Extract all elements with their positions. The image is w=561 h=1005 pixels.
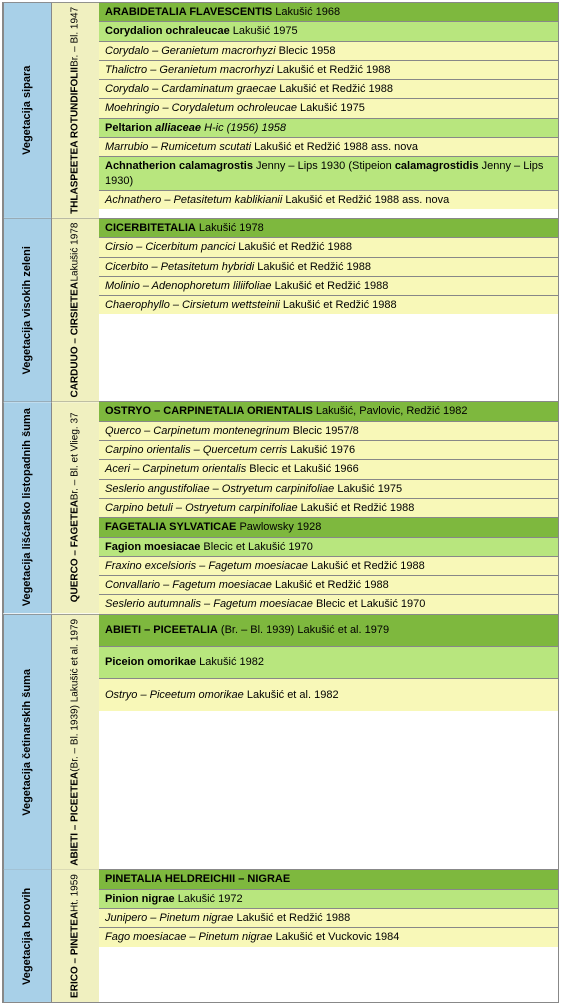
vegetation-category: Vegetacija četinarskih šuma: [3, 615, 51, 870]
taxon-row: Seslerio angustifoliae – Ostryetum carpi…: [99, 480, 558, 499]
taxon-row: FAGETALIA SYLVATICAE Pawlowsky 1928: [99, 518, 558, 537]
taxon-row: Fagion moesiacae Blecic et Lakušić 1970: [99, 538, 558, 557]
vegetation-table: Vegetacija siparaTHLASPEETEA ROTUNDIFOLI…: [2, 2, 559, 1003]
taxon-row: Corydalion ochraleucae Lakušić 1975: [99, 22, 558, 41]
taxa-list: OSTRYO – CARPINETALIA ORIENTALIS Lakušić…: [99, 402, 558, 613]
section: Vegetacija borovihERICO – PINETEA Ht. 19…: [3, 870, 558, 1002]
section: Vegetacija lišćarsko listopadnih šumaQUE…: [3, 402, 558, 614]
taxon-row: CICERBITETALIA Lakušić 1978: [99, 219, 558, 238]
section: Vegetacija četinarskih šumaABIETI – PICE…: [3, 615, 558, 871]
taxon-row: Junipero – Pinetum nigrae Lakušić et Red…: [99, 909, 558, 928]
taxon-row: Peltarion alliaceae H-ic (1956) 1958: [99, 119, 558, 138]
taxon-row: Thalictro – Geranietum macrorhyzi Lakuši…: [99, 61, 558, 80]
taxa-list: CICERBITETALIA Lakušić 1978Cirsio – Cice…: [99, 219, 558, 402]
taxon-row: Ostryo – Piceetum omorikae Lakušić et al…: [99, 679, 558, 711]
taxon-row: Piceion omorikae Lakušić 1982: [99, 647, 558, 679]
vegetation-class: ABIETI – PICEETEA (Br. – Bl. 1939) Lakuš…: [51, 615, 99, 870]
taxon-row: PINETALIA HELDREICHII – NIGRAE: [99, 870, 558, 889]
vegetation-class: CARDUUO – CIRSIETEA Lakušić 1978: [51, 219, 99, 402]
taxon-row: ARABIDETALIA FLAVESCENTIS Lakušić 1968: [99, 3, 558, 22]
taxon-row: Achnathero – Petasitetum kablikianii Lak…: [99, 191, 558, 209]
taxon-row: Pinion nigrae Lakušić 1972: [99, 890, 558, 909]
taxon-row: Cicerbito – Petasitetum hybridi Lakušić …: [99, 258, 558, 277]
vegetation-class: THLASPEETEA ROTUNDIFOLII Br. – Bl. 1947: [51, 3, 99, 218]
vegetation-category: Vegetacija visokih zeleni: [3, 219, 51, 402]
taxon-row: Corydalo – Geranietum macrorhyzi Blecic …: [99, 42, 558, 61]
taxon-row: Seslerio autumnalis – Fagetum moesiacae …: [99, 595, 558, 613]
taxa-list: PINETALIA HELDREICHII – NIGRAEPinion nig…: [99, 870, 558, 1002]
vegetation-category: Vegetacija borovih: [3, 870, 51, 1002]
taxa-list: ABIETI – PICEETALIA (Br. – Bl. 1939) Lak…: [99, 615, 558, 870]
taxon-row: Fago moesiacae – Pinetum nigrae Lakušić …: [99, 928, 558, 946]
taxon-row: Carpino orientalis – Quercetum cerris La…: [99, 441, 558, 460]
taxon-row: Cirsio – Cicerbitum pancici Lakušić et R…: [99, 238, 558, 257]
taxon-row: Achnatherion calamagrostis Jenny – Lips …: [99, 157, 558, 191]
taxon-row: Aceri – Carpinetum orientalis Blecic et …: [99, 460, 558, 479]
taxon-row: Fraxino excelsioris – Fagetum moesiacae …: [99, 557, 558, 576]
taxon-row: Marrubio – Rumicetum scutati Lakušić et …: [99, 138, 558, 157]
vegetation-class: ERICO – PINETEA Ht. 1959: [51, 870, 99, 1002]
taxon-row: ABIETI – PICEETALIA (Br. – Bl. 1939) Lak…: [99, 615, 558, 647]
section: Vegetacija visokih zeleniCARDUUO – CIRSI…: [3, 219, 558, 403]
taxon-row: Molinio – Adenophoretum liliifoliae Laku…: [99, 277, 558, 296]
section: Vegetacija siparaTHLASPEETEA ROTUNDIFOLI…: [3, 3, 558, 219]
vegetation-category: Vegetacija sipara: [3, 3, 51, 218]
taxon-row: Corydalo – Cardaminatum graecae Lakušić …: [99, 80, 558, 99]
taxon-row: Querco – Carpinetum montenegrinum Blecic…: [99, 422, 558, 441]
vegetation-class: QUERCO – FAGETEA Br. – Bl. et Vlieg. 37: [51, 402, 99, 613]
taxon-row: Moehringio – Corydaletum ochroleucae Lak…: [99, 99, 558, 118]
taxa-list: ARABIDETALIA FLAVESCENTIS Lakušić 1968Co…: [99, 3, 558, 218]
taxon-row: Convallario – Fagetum moesiacae Lakušić …: [99, 576, 558, 595]
taxon-row: Chaerophyllo – Cirsietum wettsteinii Lak…: [99, 296, 558, 314]
taxon-row: OSTRYO – CARPINETALIA ORIENTALIS Lakušić…: [99, 402, 558, 421]
taxon-row: Carpino betuli – Ostryetum carpinifoliae…: [99, 499, 558, 518]
vegetation-category: Vegetacija lišćarsko listopadnih šuma: [3, 402, 51, 613]
